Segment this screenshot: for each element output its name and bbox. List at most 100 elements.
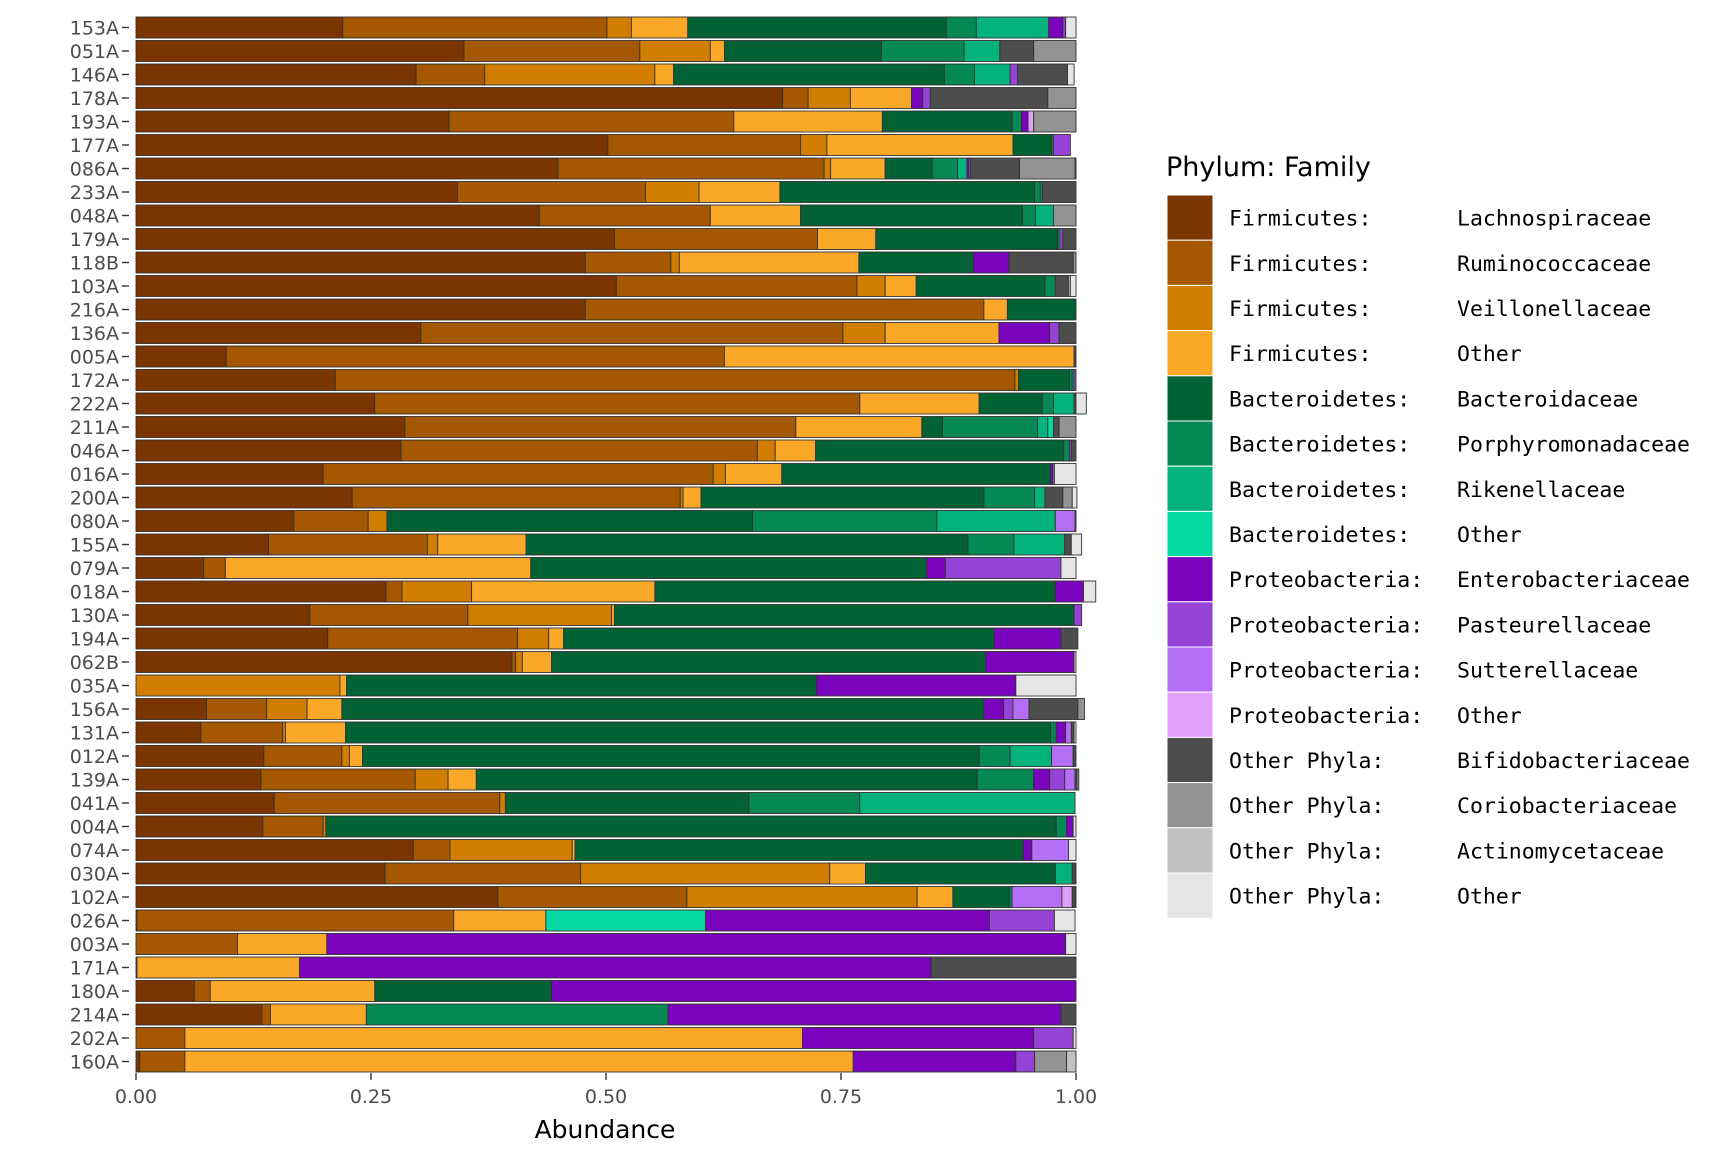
y-tick-label: 086A	[70, 159, 119, 181]
bar-segment-firmicutes-lachnospiraceae	[135, 604, 311, 626]
bar-segment-other-phyla-other	[1060, 557, 1077, 579]
legend-item: Bacteroidetes: Bacteroidaceae	[1166, 375, 1638, 422]
bar-segment-firmicutes-lachnospiraceae	[135, 345, 227, 368]
bar-segment-proteobacteria-enterobacteriaceae	[852, 1050, 1017, 1073]
bar-segment-bacteroidetes-bacteroidaceae	[1018, 369, 1070, 391]
bar-segment-firmicutes-lachnospiraceae	[135, 322, 422, 344]
bar-segment-proteobacteria-enterobacteriaceae	[973, 251, 1010, 274]
bar-segment-firmicutes-other	[339, 674, 348, 697]
bar-row-146A	[135, 63, 1075, 86]
y-tick-label: 079A	[70, 558, 119, 580]
bar-row-041A	[135, 792, 1076, 814]
bar-segment-bacteroidetes-porphyromonadaceae	[880, 40, 965, 62]
bar-segment-firmicutes-other	[859, 392, 980, 415]
bar-segment-firmicutes-other	[678, 251, 860, 274]
legend-title: Phylum: Family	[1166, 152, 1371, 183]
bar-segment-other-phyla-bifidobacteriaceae	[1060, 627, 1079, 650]
bar-segment-firmicutes-ruminococcaceae	[615, 275, 858, 297]
bar-segment-bacteroidetes-bacteroidaceae	[723, 40, 882, 62]
bar-segment-proteobacteria-pasteurellaceae	[1009, 63, 1019, 86]
bar-segment-other-phyla-actinomycetaceae	[1066, 1050, 1077, 1073]
bar-row-005A	[135, 345, 1077, 368]
bar-segment-firmicutes-lachnospiraceae	[135, 1050, 141, 1073]
bar-segment-bacteroidetes-bacteroidaceae	[574, 839, 1024, 861]
x-tick-label: 0.25	[350, 1086, 392, 1108]
bar-segment-firmicutes-ruminococcaceae	[135, 1027, 186, 1049]
bar-segment-other-phyla-other	[1074, 157, 1077, 180]
bar-segment-other-phyla-bifidobacteriaceae	[1072, 745, 1077, 767]
bar-segment-bacteroidetes-porphyromonadaceae	[945, 16, 977, 39]
bar-segment-firmicutes-ruminococcaceae	[385, 580, 403, 603]
y-tick-label: 202A	[70, 1028, 119, 1050]
bar-segment-firmicutes-ruminococcaceae	[203, 557, 226, 579]
bar-segment-proteobacteria-sutterellaceae	[1064, 768, 1076, 791]
bar-segment-bacteroidetes-bacteroidaceae	[341, 698, 985, 720]
y-tick-label: 153A	[70, 18, 119, 40]
bar-segment-bacteroidetes-rikenellaceae	[1013, 533, 1066, 556]
legend-key	[1166, 736, 1214, 784]
bar-segment-other-phyla-bifidobacteriaceae	[1044, 486, 1064, 509]
bar-segment-bacteroidetes-porphyromonadaceae	[942, 416, 1038, 438]
legend-phylum-label: Firmicutes:	[1229, 207, 1371, 232]
bar-segment-other-phyla-other	[1065, 16, 1077, 39]
y-tick-label: 155A	[70, 535, 119, 557]
bar-segment-firmicutes-veillonellaceae	[266, 698, 308, 720]
bar-segment-firmicutes-lachnospiraceae	[135, 251, 586, 274]
bar-segment-proteobacteria-enterobacteriaceae	[985, 651, 1075, 673]
legend: Phylum: Family Firmicutes: Lachnospiracea…	[1166, 152, 1690, 919]
bar-segment-other-phyla-other	[1073, 721, 1077, 744]
bar-row-214A	[135, 1003, 1077, 1026]
bar-segment-firmicutes-veillonellaceae	[135, 674, 341, 697]
bar-segment-firmicutes-other	[285, 721, 347, 744]
bar-segment-bacteroidetes-porphyromonadaceae	[1063, 439, 1070, 462]
bar-segment-bacteroidetes-rikenellaceae	[1034, 486, 1046, 509]
bar-segment-bacteroidetes-porphyromonadaceae	[978, 745, 1011, 767]
bar-segment-firmicutes-ruminococcaceae	[351, 486, 681, 509]
y-tick-label: 016A	[70, 464, 119, 486]
bar-segment-firmicutes-ruminococcaceae	[136, 909, 455, 932]
legend-item: Proteobacteria: Other	[1166, 691, 1522, 738]
bar-segment-other-phyla-bifidobacteriaceae	[1062, 228, 1077, 250]
legend-key	[1166, 239, 1214, 286]
bar-row-018A	[135, 580, 1097, 603]
bar-segment-bacteroidetes-bacteroidaceae	[921, 416, 943, 438]
bar-segment-bacteroidetes-bacteroidaceae	[551, 651, 987, 673]
bar-row-171A	[135, 956, 1077, 979]
bar-segment-proteobacteria-pasteurellaceae	[1049, 322, 1060, 344]
bar-segment-firmicutes-other	[237, 933, 328, 955]
bar-segment-firmicutes-other	[724, 463, 783, 485]
bar-segment-firmicutes-veillonellaceae	[842, 322, 886, 344]
bar-segment-firmicutes-veillonellaceae	[800, 134, 828, 156]
bar-segment-firmicutes-ruminococcaceae	[293, 510, 369, 532]
y-tick-label: 193A	[70, 112, 119, 134]
bar-segment-firmicutes-other	[830, 157, 886, 180]
bar-row-118B	[135, 251, 1077, 274]
bar-segment-other-phyla-other	[1015, 674, 1077, 697]
y-tick-label: 074A	[70, 840, 119, 862]
legend-family-label: Coriobacteriaceae	[1457, 794, 1677, 819]
bar-segment-firmicutes-lachnospiraceae	[135, 815, 264, 838]
bar-row-004A	[135, 815, 1077, 838]
bar-segment-proteobacteria-enterobacteriaceae	[1033, 768, 1051, 791]
bar-segment-proteobacteria-pasteurellaceae	[1015, 1050, 1036, 1073]
bar-segment-firmicutes-lachnospiraceae	[135, 1003, 263, 1026]
bar-segment-proteobacteria-enterobacteriaceae	[1055, 721, 1067, 744]
bar-segment-proteobacteria-pasteurellaceae	[989, 909, 1055, 932]
bar-segment-firmicutes-ruminococcaceae	[206, 698, 268, 720]
legend-item: Other Phyla: Actinomycetaceae	[1166, 827, 1664, 874]
legend-key	[1166, 827, 1214, 874]
bar-segment-firmicutes-other	[682, 486, 702, 509]
bar-segment-bacteroidetes-bacteroidaceae	[884, 157, 933, 180]
bar-segment-firmicutes-lachnospiraceae	[135, 157, 559, 180]
bar-segment-bacteroidetes-porphyromonadaceae	[752, 510, 938, 532]
bar-segment-other-phyla-coriobacteriaceae	[1076, 768, 1080, 791]
bar-row-048A	[135, 204, 1077, 227]
bar-row-103A	[135, 275, 1077, 297]
bar-segment-firmicutes-other	[437, 533, 527, 556]
bar-segment-other-phyla-other	[1075, 392, 1087, 415]
bar-segment-firmicutes-veillonellaceae	[580, 862, 831, 885]
bar-segment-bacteroidetes-porphyromonadaceae	[1041, 392, 1054, 415]
bar-segment-proteobacteria-enterobacteriaceae	[705, 909, 990, 932]
bar-segment-firmicutes-veillonellaceae	[449, 839, 573, 861]
legend-key	[1166, 691, 1214, 738]
